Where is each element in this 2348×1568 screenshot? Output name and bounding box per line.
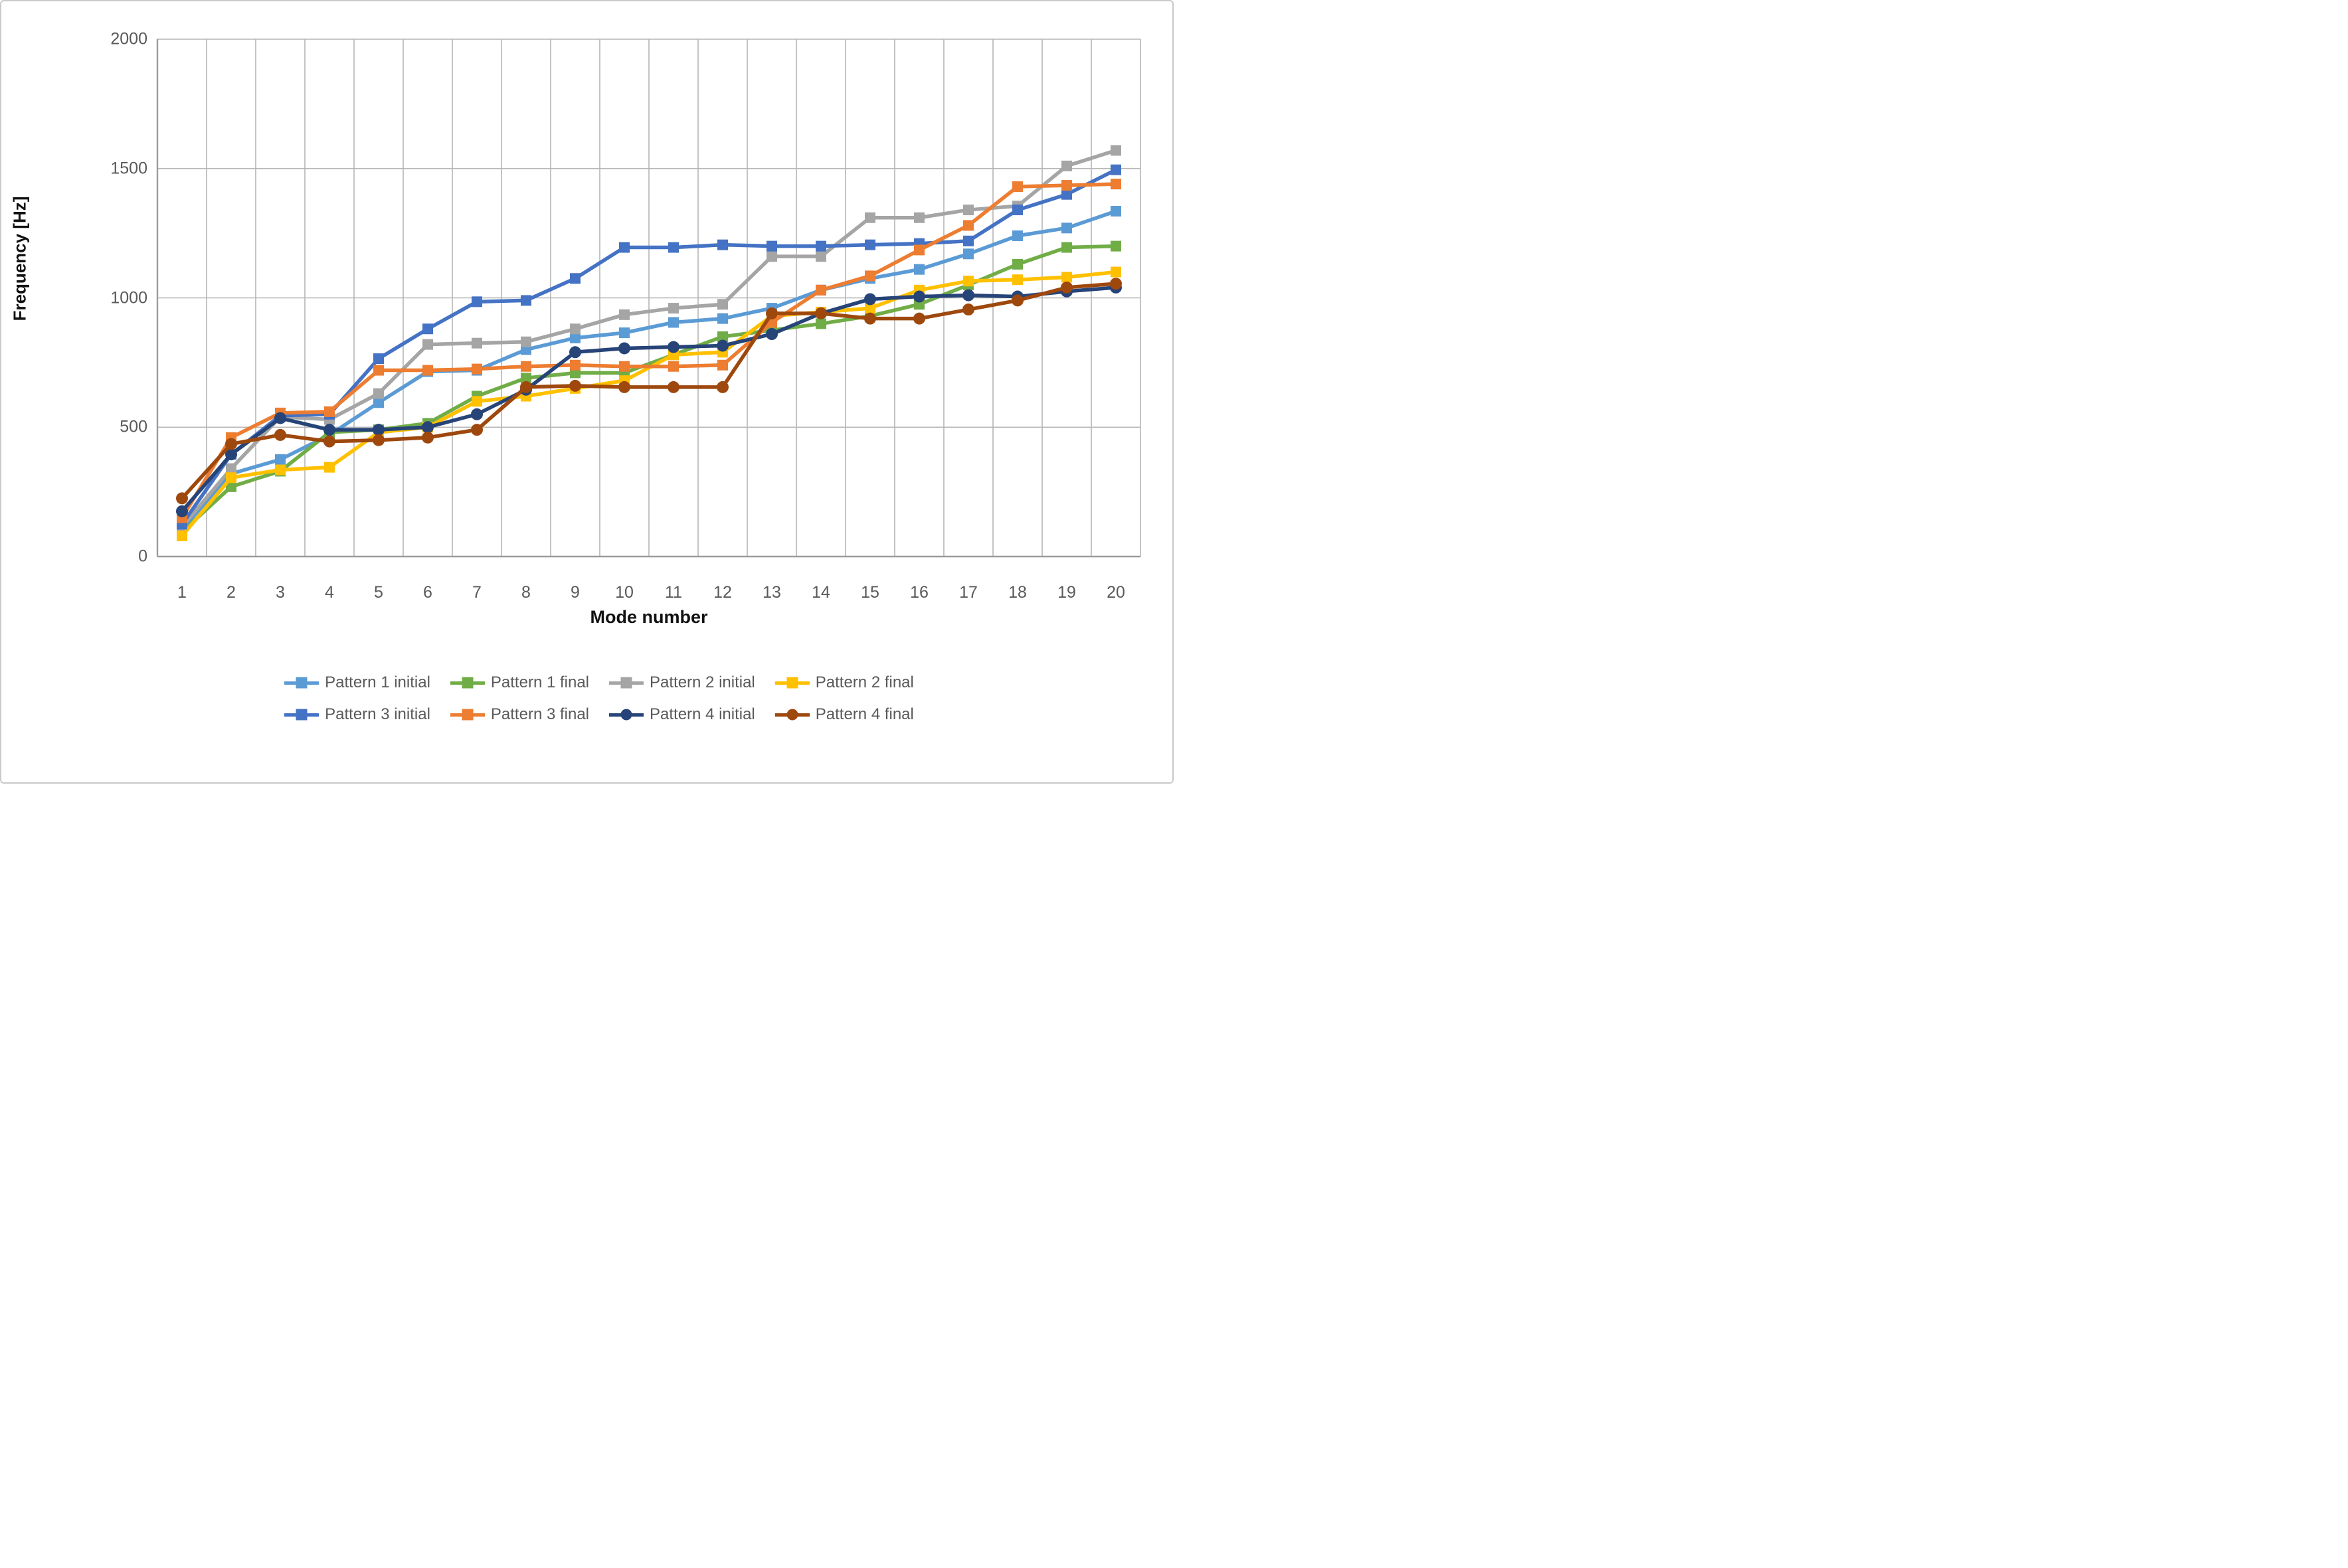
legend-item-label: Pattern 2 final <box>815 673 914 691</box>
legend-item: Pattern 1 final <box>450 673 589 692</box>
x-tick-label: 14 <box>812 583 830 602</box>
square-marker-icon <box>296 709 308 721</box>
legend-item-label: Pattern 3 initial <box>325 705 430 723</box>
square-marker-icon <box>462 677 474 689</box>
x-tick-label: 5 <box>374 583 383 602</box>
x-tick-label: 1 <box>177 583 187 602</box>
plot-area <box>156 39 1141 558</box>
legend-item-label: Pattern 2 initial <box>650 673 755 691</box>
chart-figure: 0 500 1000 1500 2000 1 2 3 4 5 6 7 8 9 10 11 12 13 14 15 16… <box>0 0 1174 784</box>
legend-item-label: Pattern 1 final <box>490 673 589 691</box>
x-tick-label: 13 <box>763 583 781 602</box>
circle-marker-icon <box>620 709 632 721</box>
x-tick-label: 7 <box>472 583 482 602</box>
y-tick-label: 0 <box>138 547 147 566</box>
x-tick-label: 9 <box>571 583 580 602</box>
legend-row: Pattern 3 initial Pattern 3 final Pattern … <box>81 705 1117 724</box>
legend-item-label: Pattern 4 final <box>815 705 914 723</box>
x-tick-label: 8 <box>521 583 531 602</box>
x-tick-label: 10 <box>615 583 634 602</box>
legend-item: Pattern 3 initial <box>284 705 430 724</box>
series-line-icon <box>609 677 644 689</box>
y-tick-label: 2000 <box>110 29 147 48</box>
series-line-icon <box>284 677 319 689</box>
legend: Pattern 1 initial Pattern 1 final Pattern … <box>81 673 1117 724</box>
y-tick-label: 500 <box>120 417 147 436</box>
x-tick-label: 12 <box>713 583 732 602</box>
legend-item: Pattern 4 initial <box>609 705 755 724</box>
x-tick-label: 20 <box>1107 583 1125 602</box>
series-line-icon <box>450 709 485 721</box>
square-marker-icon <box>620 677 632 689</box>
y-axis-title: Frequency [Hz] <box>9 196 30 321</box>
x-tick-label: 4 <box>325 583 334 602</box>
x-tick-label: 15 <box>861 583 879 602</box>
legend-item: Pattern 2 initial <box>609 673 755 692</box>
legend-item: Pattern 1 initial <box>284 673 430 692</box>
x-tick-label: 2 <box>226 583 236 602</box>
series-line-icon <box>609 709 644 721</box>
square-marker-icon <box>462 709 474 721</box>
x-tick-label: 18 <box>1008 583 1027 602</box>
x-tick-label: 17 <box>959 583 978 602</box>
series-line-icon <box>774 677 810 689</box>
series-line-icon <box>450 677 485 689</box>
x-axis-title: Mode number <box>590 607 708 627</box>
square-marker-icon <box>296 677 308 689</box>
x-tick-label: 16 <box>910 583 929 602</box>
legend-item-label: Pattern 3 final <box>490 705 589 723</box>
y-tick-label: 1500 <box>110 159 147 178</box>
x-tick-label: 6 <box>423 583 432 602</box>
square-marker-icon <box>786 677 798 689</box>
x-tick-label: 11 <box>665 583 682 602</box>
series-line-icon <box>284 709 319 721</box>
legend-item: Pattern 4 final <box>774 705 914 724</box>
x-tick-label: 19 <box>1057 583 1076 602</box>
series-line-icon <box>774 709 810 721</box>
y-tick-label: 1000 <box>110 288 147 307</box>
legend-item: Pattern 2 final <box>774 673 914 692</box>
x-tick-label: 3 <box>276 583 285 602</box>
legend-row: Pattern 1 initial Pattern 1 final Pattern … <box>81 673 1117 692</box>
legend-item-label: Pattern 4 initial <box>650 705 755 723</box>
legend-item-label: Pattern 1 initial <box>325 673 430 691</box>
circle-marker-icon <box>786 709 798 721</box>
legend-item: Pattern 3 final <box>450 705 589 724</box>
